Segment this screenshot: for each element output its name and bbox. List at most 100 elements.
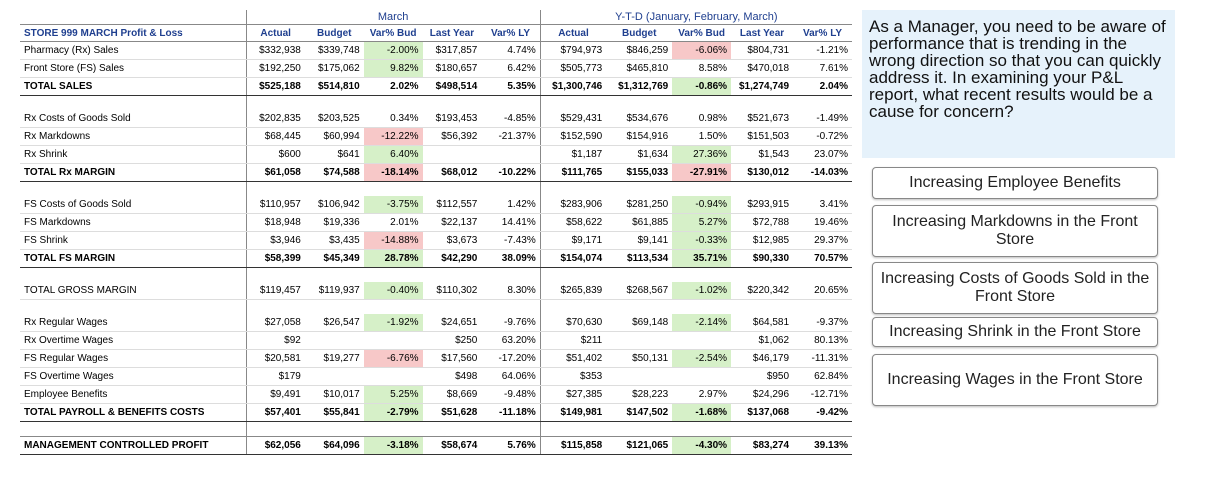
row-label: Rx Costs of Goods Sold: [20, 110, 246, 128]
blank-cell: [606, 300, 672, 315]
blank-cell: [364, 96, 423, 111]
cell: -0.86%: [672, 77, 732, 96]
cell: -0.40%: [363, 282, 423, 300]
cell: $68,445: [245, 127, 305, 146]
cell: -0.33%: [672, 231, 732, 250]
cell: $180,657: [422, 59, 482, 78]
cell: $1,300,746: [539, 77, 607, 96]
blank-cell: [20, 10, 246, 25]
blank-cell: [481, 182, 540, 197]
cell: $8,669: [422, 385, 482, 404]
cell: -6.76%: [363, 349, 423, 368]
cell: $22,137: [422, 213, 482, 232]
cell: $529,431: [539, 110, 607, 128]
blank-cell: [539, 181, 607, 196]
row-label: Rx Regular Wages: [20, 314, 246, 332]
option-button[interactable]: Increasing Costs of Goods Sold in the Fr…: [872, 262, 1158, 314]
cell: $3,946: [245, 231, 305, 250]
pl-body: March Y-T-D (January, February, March) STO…: [20, 10, 852, 455]
column-header: Last Year: [731, 24, 794, 42]
blank-cell: [305, 422, 364, 437]
cell: $28,223: [606, 385, 673, 404]
cell: 2.04%: [793, 77, 852, 96]
option-button[interactable]: Increasing Wages in the Front Store: [872, 354, 1158, 406]
cell: $9,171: [539, 231, 607, 250]
blank-cell: [245, 95, 305, 110]
data-row: FS Overtime Wages $179 $498 64.06% $353 $950 6…: [20, 367, 852, 386]
group-header: March: [245, 10, 541, 25]
cell: 39.13%: [793, 436, 852, 455]
column-header: Var% LY: [481, 24, 541, 42]
cell: $72,788: [731, 213, 794, 232]
cell: -1.21%: [793, 41, 852, 60]
option-button[interactable]: Increasing Markdowns in the Front Store: [872, 205, 1158, 257]
cell: $61,885: [606, 213, 673, 232]
cell: $20,581: [245, 349, 305, 368]
cell: [481, 145, 541, 164]
cell: $110,302: [422, 282, 482, 300]
row-label: Rx Shrink: [20, 145, 246, 164]
cell: -2.00%: [363, 41, 423, 60]
cell: $534,676: [606, 110, 673, 128]
cell: [304, 331, 364, 350]
cell: 4.74%: [481, 41, 541, 60]
cell: $192,250: [245, 59, 305, 78]
cell: $3,673: [422, 231, 482, 250]
cell: [363, 367, 423, 386]
data-row: FS Markdowns $18,948 $19,336 2.01% $22,137 14…: [20, 213, 852, 232]
cell: 27.36%: [672, 145, 732, 164]
cell: -12.71%: [793, 385, 852, 404]
cell: $26,547: [304, 314, 364, 332]
cell: $27,058: [245, 314, 305, 332]
cell: $58,674: [422, 436, 482, 455]
cell: 7.61%: [793, 59, 852, 78]
cell: $58,399: [245, 249, 305, 268]
cell: 5.25%: [363, 385, 423, 404]
data-row: Pharmacy (Rx) Sales $332,938 $339,748 -2.00…: [20, 41, 852, 60]
blank-cell: [245, 181, 305, 196]
spacer-row: [20, 421, 852, 437]
blank-cell: [539, 299, 607, 314]
cell: $69,148: [606, 314, 673, 332]
cell: $339,748: [304, 41, 364, 60]
blank-cell: [731, 96, 793, 111]
pl-table: March Y-T-D (January, February, March) STO…: [20, 10, 852, 455]
row-label: FS Costs of Goods Sold: [20, 196, 246, 214]
blank-cell: [672, 96, 731, 111]
row-label: Rx Markdowns: [20, 127, 246, 146]
cell: 29.37%: [793, 231, 852, 250]
cell: -1.02%: [672, 282, 732, 300]
blank-cell: [423, 422, 482, 437]
cell: -0.94%: [672, 196, 732, 214]
cell: $332,938: [245, 41, 305, 60]
cell: -4.30%: [672, 436, 732, 455]
row-label: FS Regular Wages: [20, 349, 246, 368]
option-button[interactable]: Increasing Employee Benefits: [872, 167, 1158, 199]
cell: $60,994: [304, 127, 364, 146]
row-label: MANAGEMENT CONTROLLED PROFIT: [20, 436, 246, 455]
group-header: Y-T-D (January, February, March): [539, 10, 852, 25]
cell: $50,131: [606, 349, 673, 368]
cell: $353: [539, 367, 607, 386]
cell: $64,096: [304, 436, 364, 455]
blank-cell: [364, 300, 423, 315]
cell: [672, 331, 732, 350]
cell: 2.02%: [363, 77, 423, 96]
cell: $9,491: [245, 385, 305, 404]
cell: -11.31%: [793, 349, 852, 368]
blank-cell: [672, 268, 731, 283]
cell: $51,402: [539, 349, 607, 368]
blank-cell: [481, 96, 540, 111]
row-label: TOTAL FS MARGIN: [20, 249, 246, 268]
cell: $130,012: [731, 163, 794, 182]
cell: $268,567: [606, 282, 673, 300]
cell: -27.91%: [672, 163, 732, 182]
cell: -3.75%: [363, 196, 423, 214]
row-label: TOTAL GROSS MARGIN: [20, 282, 246, 300]
cell: $1,187: [539, 145, 607, 164]
cell: $113,534: [606, 249, 673, 268]
cell: $250: [422, 331, 482, 350]
option-button[interactable]: Increasing Shrink in the Front Store: [872, 317, 1158, 347]
cell: 5.76%: [481, 436, 541, 455]
cell: $27,385: [539, 385, 607, 404]
